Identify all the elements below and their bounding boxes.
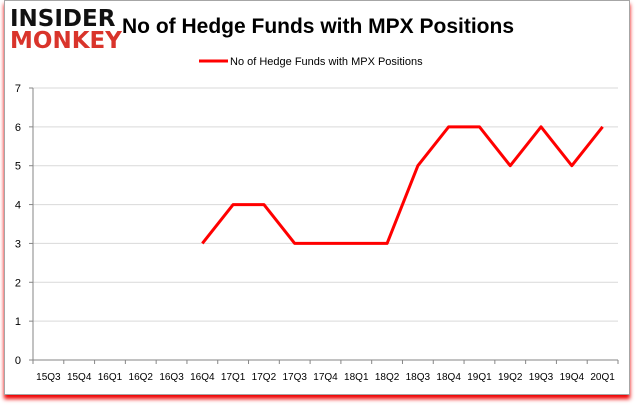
y-tick-label: 7: [15, 83, 21, 95]
x-tick-label: 18Q1: [344, 372, 369, 383]
x-tick-label: 16Q1: [98, 372, 123, 383]
x-tick-label: 15Q4: [67, 372, 92, 383]
x-tick-label: 19Q1: [467, 372, 492, 383]
y-tick-label: 4: [15, 200, 21, 212]
x-tick-label: 15Q3: [36, 372, 61, 383]
x-tick-label: 19Q4: [560, 372, 585, 383]
x-tick-label: 19Q3: [529, 372, 554, 383]
legend-label: No of Hedge Funds with MPX Positions: [230, 56, 423, 68]
y-tick-label: 2: [15, 277, 21, 289]
x-tick-label: 18Q2: [375, 372, 400, 383]
x-tick-label: 17Q4: [313, 372, 338, 383]
x-tick-label: 17Q1: [221, 372, 246, 383]
y-tick-label: 1: [15, 316, 21, 328]
logo-line1: INSIDER: [10, 6, 116, 32]
series-line: [201, 125, 604, 245]
x-tick-label: 17Q3: [282, 372, 307, 383]
x-tick-label: 18Q3: [406, 372, 431, 383]
logo-line2: MONKEY: [10, 28, 122, 54]
x-tick-label: 17Q2: [252, 372, 277, 383]
x-tick-label: 16Q4: [190, 372, 215, 383]
y-tick-label: 6: [15, 122, 21, 134]
chart-title: No of Hedge Funds with MPX Positions: [122, 15, 514, 38]
x-tick-label: 20Q1: [590, 372, 615, 383]
y-tick-label: 0: [15, 355, 21, 367]
y-tick-label: 3: [15, 238, 21, 250]
x-tick-label: 18Q4: [436, 372, 461, 383]
x-tick-label: 16Q3: [159, 372, 184, 383]
x-tick-label: 19Q2: [498, 372, 523, 383]
x-tick-label: 16Q2: [129, 372, 154, 383]
insider-monkey-logo: INSIDER MONKEY: [10, 6, 122, 54]
y-tick-label: 5: [15, 161, 21, 173]
chart-frame: [4, 0, 630, 395]
